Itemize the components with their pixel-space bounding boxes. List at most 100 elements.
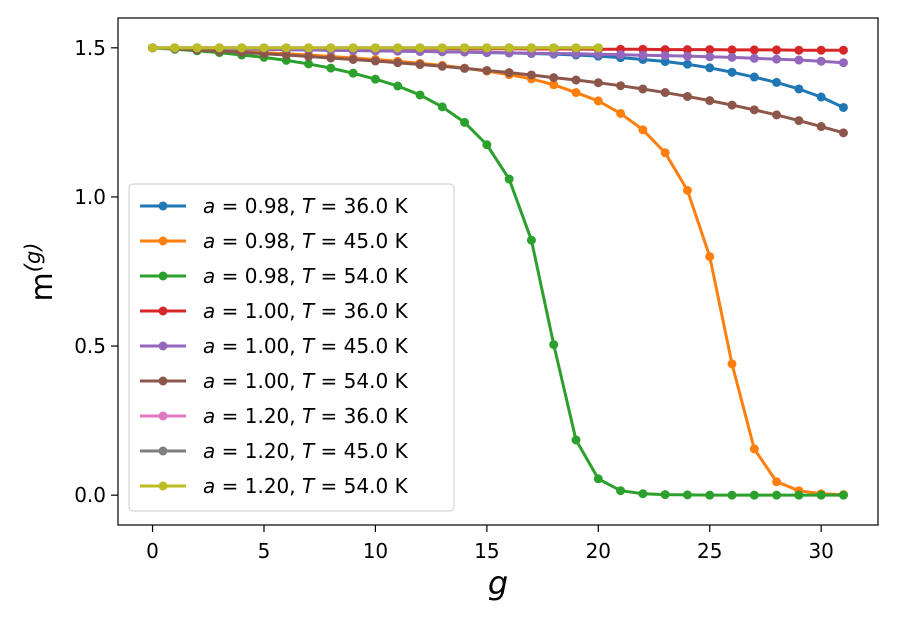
data-point xyxy=(838,102,848,112)
data-point xyxy=(593,96,603,106)
data-point xyxy=(772,477,782,487)
x-tick-label: 25 xyxy=(697,539,722,563)
data-point xyxy=(838,58,848,68)
data-point xyxy=(370,74,380,84)
data-point xyxy=(727,490,737,500)
legend-swatch-marker xyxy=(158,271,168,281)
data-point xyxy=(772,54,782,64)
data-point xyxy=(460,63,470,73)
data-point xyxy=(304,51,314,61)
legend-swatch-marker xyxy=(158,376,168,386)
legend: a = 0.98, T = 36.0 K a = 0.98, T = 45.0 K… xyxy=(128,183,455,512)
data-point xyxy=(660,88,670,98)
legend-label: a = 1.00, T = 36.0 K xyxy=(203,299,409,323)
legend-frame xyxy=(128,183,455,512)
data-point xyxy=(526,43,536,53)
data-point xyxy=(749,45,759,55)
data-point xyxy=(170,43,180,53)
data-point xyxy=(304,59,314,69)
data-point xyxy=(593,43,603,53)
legend-swatch-marker xyxy=(158,236,168,246)
legend-label: a = 0.98, T = 36.0 K xyxy=(203,194,409,218)
data-point xyxy=(772,45,782,55)
data-point xyxy=(370,43,380,53)
data-point xyxy=(816,45,826,55)
plot-frame xyxy=(117,17,879,526)
data-point xyxy=(415,43,425,53)
data-point xyxy=(549,80,559,90)
data-point xyxy=(749,72,759,82)
data-point xyxy=(504,174,514,184)
data-point xyxy=(749,444,759,454)
data-point xyxy=(526,70,536,80)
data-point xyxy=(616,81,626,91)
data-point xyxy=(549,43,559,53)
data-point xyxy=(393,43,403,53)
y-axis: 0.0 0.5 1.0 1.5 xyxy=(74,36,118,507)
data-point xyxy=(682,91,692,101)
data-point xyxy=(237,43,247,53)
data-point xyxy=(638,489,648,499)
data-point xyxy=(326,63,336,73)
data-point xyxy=(616,486,626,496)
legend-label: a = 1.20, T = 45.0 K xyxy=(203,439,409,463)
data-point xyxy=(482,43,492,53)
y-axis-label-base: m xyxy=(25,272,60,301)
data-point xyxy=(838,128,848,138)
data-point xyxy=(348,54,358,64)
legend-entry: a = 0.98, T = 54.0 K xyxy=(140,264,409,288)
data-point xyxy=(705,52,715,62)
data-point xyxy=(259,43,269,53)
data-point xyxy=(727,67,737,77)
data-point xyxy=(772,490,782,500)
y-tick-label: 1.5 xyxy=(74,36,106,60)
y-axis-label-superscript: (g) xyxy=(21,243,45,273)
data-point xyxy=(437,102,447,112)
data-point xyxy=(638,125,648,135)
legend-entry: a = 1.20, T = 36.0 K xyxy=(140,404,409,428)
data-point xyxy=(660,148,670,158)
data-point xyxy=(638,84,648,94)
data-point xyxy=(593,49,603,59)
svg-text:m(g): m(g) xyxy=(21,243,60,302)
data-point xyxy=(504,43,514,53)
series-9 xyxy=(148,43,603,53)
series-layer xyxy=(148,43,848,500)
y-axis-label: m(g) xyxy=(21,243,60,302)
data-point xyxy=(794,116,804,126)
data-point xyxy=(593,474,603,484)
data-point xyxy=(838,490,848,500)
data-point xyxy=(148,43,158,53)
data-point xyxy=(660,490,670,500)
x-tick-label: 10 xyxy=(363,539,388,563)
data-point xyxy=(727,359,737,369)
data-point xyxy=(682,185,692,195)
data-point xyxy=(504,68,514,78)
data-point xyxy=(816,92,826,102)
data-point xyxy=(571,435,581,445)
data-point xyxy=(571,75,581,85)
data-point xyxy=(571,88,581,98)
data-point xyxy=(705,490,715,500)
data-point xyxy=(727,100,737,110)
data-point xyxy=(415,90,425,100)
data-point xyxy=(326,53,336,63)
data-point xyxy=(393,81,403,91)
legend-entry: a = 1.00, T = 45.0 K xyxy=(140,334,409,358)
data-point xyxy=(304,43,314,53)
legend-label: a = 1.00, T = 45.0 K xyxy=(203,334,409,358)
data-point xyxy=(593,78,603,88)
legend-entry: a = 0.98, T = 45.0 K xyxy=(140,229,409,253)
data-point xyxy=(794,490,804,500)
data-point xyxy=(705,45,715,55)
data-point xyxy=(682,59,692,69)
legend-swatch-marker xyxy=(158,201,168,211)
data-point xyxy=(192,43,202,53)
data-point xyxy=(281,50,291,60)
data-point xyxy=(772,110,782,120)
data-point xyxy=(838,45,848,55)
data-point xyxy=(460,117,470,127)
data-point xyxy=(705,63,715,73)
data-point xyxy=(705,96,715,106)
